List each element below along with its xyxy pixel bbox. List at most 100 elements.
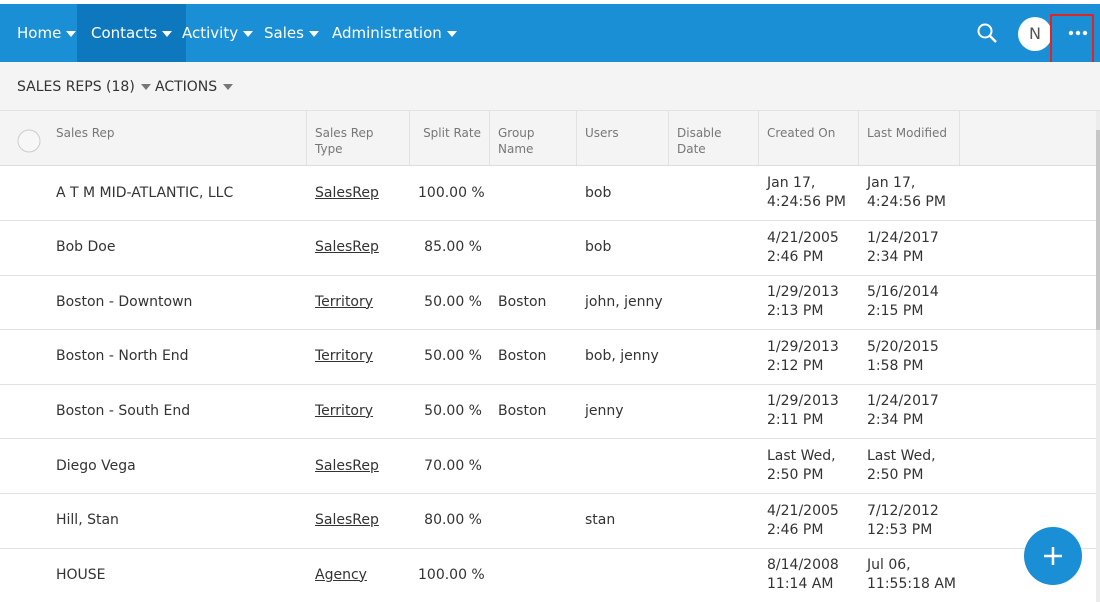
cell: Boston - North End [45, 330, 307, 384]
column-header[interactable]: Disable Date [669, 111, 759, 165]
cell: bob, jenny [577, 330, 669, 384]
cell: 100.00 % [410, 166, 490, 220]
type-link[interactable]: Agency [307, 548, 410, 602]
date-line: 1/29/2013 [767, 284, 839, 301]
date-line: Last Wed, [767, 448, 836, 464]
type-link[interactable]: SalesRep [307, 494, 410, 548]
cell-text: 50.00 % [424, 348, 482, 365]
cell-text[interactable]: Territory [315, 293, 374, 310]
cell-text[interactable]: SalesRep [315, 457, 379, 474]
cell-text: 50.00 % [424, 402, 482, 419]
cell-text: bob [585, 239, 612, 256]
date-line: 5/16/2014 [867, 284, 939, 301]
nav-item[interactable]: Activity [168, 4, 267, 62]
type-link[interactable]: SalesRep [307, 439, 410, 493]
column-header[interactable]: Sales Rep Type [307, 111, 410, 165]
cell [490, 548, 577, 602]
date-cell: 8/14/2008 11:14 AM [759, 548, 859, 602]
cell [669, 330, 759, 384]
column-header[interactable]: Last Modified [859, 111, 960, 165]
type-link[interactable]: Territory [307, 384, 410, 438]
cell: bob [577, 166, 669, 220]
date-line: 2:34 PM [867, 248, 924, 265]
column-header[interactable]: Group Name [490, 111, 577, 165]
cell: Boston [490, 330, 577, 384]
type-link[interactable]: Territory [307, 275, 410, 329]
type-link[interactable]: SalesRep [307, 221, 410, 275]
select-all[interactable] [17, 129, 41, 153]
search-icon[interactable] [976, 22, 998, 44]
cell: Diego Vega [45, 439, 307, 493]
scroll-thumb[interactable] [1096, 130, 1100, 330]
date-line: 2:50 PM [867, 467, 924, 483]
cell-text: Bob Doe [56, 239, 116, 256]
cell: 100.00 % [410, 548, 490, 602]
cell-text[interactable]: Territory [315, 348, 374, 365]
table-row[interactable]: Diego Vega SalesRep 70.00 % Last Wed, 2:50 P… [0, 439, 1096, 494]
date-line: 4/21/2005 [767, 502, 839, 519]
cell [669, 494, 759, 548]
cell-text[interactable]: SalesRep [315, 184, 379, 201]
cell: stan [577, 494, 669, 548]
cell-text[interactable]: Agency [315, 566, 367, 583]
add-button[interactable] [1024, 527, 1084, 587]
date-cell: 7/12/2012 12:53 PM [859, 494, 960, 548]
type-link[interactable]: SalesRep [307, 166, 410, 220]
cell: Boston - South End [45, 384, 307, 438]
column-header[interactable]: Created On [759, 111, 859, 165]
cell-text: A T M MID-ATLANTIC, LLC [56, 184, 234, 201]
cell: Hill, Stan [45, 494, 307, 548]
cell: jenny [577, 384, 669, 438]
date-cell: 1/24/2017 2:34 PM [859, 384, 960, 438]
cell-text: Boston - North End [56, 348, 189, 365]
cell [669, 439, 759, 493]
cell-text[interactable]: Territory [315, 402, 374, 419]
view-selector[interactable]: SALES REPS (18) [17, 62, 151, 112]
cell: HOUSE [45, 548, 307, 602]
date-line: Jul 06, [867, 557, 911, 574]
cell-text[interactable]: SalesRep [315, 239, 379, 256]
cell: 50.00 % [410, 330, 490, 384]
date-line: 2:15 PM [867, 303, 924, 320]
table-row[interactable]: Bob Doe SalesRep 85.00 % bob 4/21/2005 2:46 P… [0, 221, 1096, 276]
cell [669, 221, 759, 275]
nav-item[interactable]: Sales [250, 4, 333, 62]
table-row[interactable]: Boston - South End Territory 50.00 % Boston… [0, 384, 1096, 440]
cell-text[interactable]: SalesRep [315, 512, 379, 529]
column-header[interactable]: Split Rate [410, 111, 490, 165]
table-row[interactable]: Hill, Stan SalesRep 80.00 % stan 4/21/2005 2:… [0, 494, 1096, 549]
cell: 70.00 % [410, 439, 490, 493]
cell: A T M MID-ATLANTIC, LLC [45, 166, 307, 220]
date-cell: 4/21/2005 2:46 PM [759, 221, 859, 275]
date-line: 7/12/2012 [867, 502, 939, 519]
cell-text: HOUSE [56, 566, 106, 583]
date-cell: 5/16/2014 2:15 PM [859, 275, 960, 329]
avatar[interactable]: N [1018, 17, 1052, 51]
date-line: 1/29/2013 [767, 338, 839, 355]
table-row[interactable]: A T M MID-ATLANTIC, LLC SalesRep 100.00 % b… [0, 166, 1096, 221]
cell-text: bob, jenny [585, 348, 659, 365]
table-row[interactable]: HOUSE Agency 100.00 % 8/14/2008 11:14 AM Jul … [0, 548, 1096, 602]
date-line: 4:24:56 PM [867, 194, 946, 210]
cell-text: Boston - Downtown [56, 293, 193, 310]
date-line: 4/21/2005 [767, 229, 839, 246]
table-row[interactable]: Boston - North End Territory 50.00 % Boston… [0, 330, 1096, 385]
cell: Bob Doe [45, 221, 307, 275]
date-line: 2:34 PM [867, 412, 924, 429]
date-line: Jan 17, [867, 175, 916, 191]
date-cell: Jul 06, 11:55:18 AM [859, 548, 960, 602]
table-row[interactable]: Boston - Downtown Territory 50.00 % Boston j… [0, 275, 1096, 331]
nav-item[interactable]: Home [3, 4, 90, 62]
nav-item[interactable]: Administration [318, 4, 471, 62]
more-icon[interactable] [1068, 28, 1090, 38]
date-line: 1/24/2017 [867, 229, 939, 246]
cell-text: stan [585, 512, 616, 529]
date-line: Last Wed, [867, 448, 936, 464]
actions-menu[interactable]: ACTIONS [155, 62, 233, 112]
column-header[interactable]: Users [577, 111, 669, 165]
column-header[interactable]: Sales Rep [45, 111, 307, 165]
cell [669, 166, 759, 220]
date-line: 8/14/2008 [767, 557, 839, 574]
type-link[interactable]: Territory [307, 330, 410, 384]
